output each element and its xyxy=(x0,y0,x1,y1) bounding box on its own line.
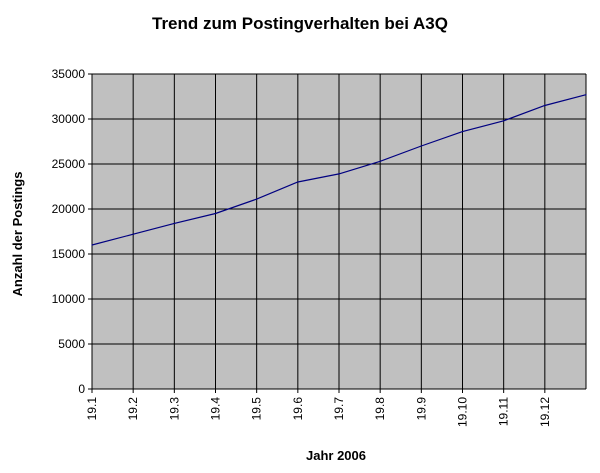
data-point xyxy=(132,233,134,235)
data-point xyxy=(503,120,505,122)
x-tick-label: 19.5 xyxy=(250,397,264,421)
y-tick-label: 5000 xyxy=(58,337,85,351)
x-tick-label: 19.7 xyxy=(332,397,346,421)
data-point xyxy=(91,244,93,246)
chart-title: Trend zum Postingverhalten bei A3Q xyxy=(152,14,448,33)
data-point xyxy=(544,104,546,107)
y-tick-label: 0 xyxy=(78,382,85,396)
data-point xyxy=(297,181,299,183)
y-tick-label: 15000 xyxy=(52,247,86,261)
y-tick-label: 20000 xyxy=(52,202,86,216)
x-tick-label: 19.4 xyxy=(209,397,223,421)
y-axis-label: Anzahl der Postings xyxy=(10,172,25,297)
data-point xyxy=(214,212,217,215)
x-tick-label: 19.11 xyxy=(497,397,511,426)
data-point xyxy=(379,160,381,162)
x-tick-label: 19.1 xyxy=(85,397,99,421)
x-tick-label: 19.3 xyxy=(167,397,181,421)
data-point xyxy=(173,222,175,224)
data-point xyxy=(338,173,340,175)
y-tick-label: 30000 xyxy=(52,112,86,126)
x-tick-label: 19.12 xyxy=(538,397,552,427)
x-tick-label: 19.6 xyxy=(291,397,305,421)
x-tick-label: 19.8 xyxy=(373,397,387,421)
x-tick-label: 19.10 xyxy=(456,397,470,427)
data-point xyxy=(256,198,258,200)
data-point xyxy=(461,131,464,133)
x-tick-label: 19.2 xyxy=(126,397,140,421)
data-point xyxy=(585,94,587,96)
y-tick-label: 35000 xyxy=(52,67,86,81)
x-axis-label: Jahr 2006 xyxy=(306,448,366,463)
data-point xyxy=(420,145,422,147)
y-tick-label: 10000 xyxy=(52,292,86,306)
x-tick-label: 19.9 xyxy=(414,397,428,421)
y-tick-label: 25000 xyxy=(52,157,86,171)
